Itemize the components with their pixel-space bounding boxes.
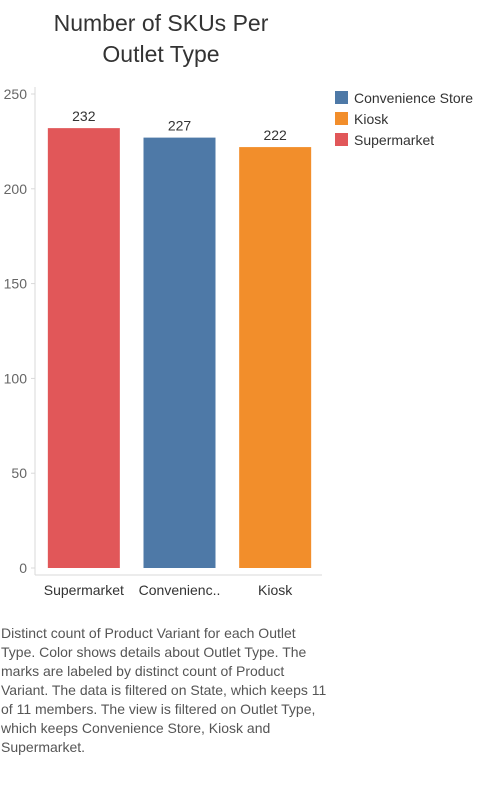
y-tick-label: 0 <box>19 560 27 576</box>
chart-caption: Distinct count of Product Variant for ea… <box>1 625 327 755</box>
data-label: 222 <box>263 127 287 143</box>
legend: Convenience Store Kiosk Supermarket <box>335 87 473 150</box>
legend-swatch <box>335 91 348 104</box>
bar-chart: 0 50 100 150 200 250 232 Supermarket 227 Convenie… <box>4 86 322 598</box>
x-tick-label: Convenienc.. <box>139 582 221 598</box>
x-tick-label: Supermarket <box>44 582 124 598</box>
bar <box>47 128 120 569</box>
legend-item-convenience-store[interactable]: Convenience Store <box>335 87 473 108</box>
legend-swatch <box>335 133 348 146</box>
chart-title: Number of SKUs Per Outlet Type <box>0 8 322 70</box>
bar <box>143 137 216 568</box>
y-tick-label: 250 <box>4 86 28 102</box>
y-tick-label: 200 <box>4 181 28 197</box>
legend-label: Supermarket <box>354 131 435 148</box>
data-label: 227 <box>168 118 192 134</box>
chart-title-line-2: Outlet Type <box>102 41 220 67</box>
legend-item-kiosk[interactable]: Kiosk <box>335 108 473 129</box>
chart-title-line-1: Number of SKUs Per <box>53 10 269 36</box>
y-tick-label: 50 <box>11 465 27 481</box>
legend-label: Kiosk <box>354 110 389 127</box>
x-tick-label: Kiosk <box>258 582 293 598</box>
legend-swatch <box>335 112 348 125</box>
y-tick-label: 150 <box>4 276 28 292</box>
legend-item-supermarket[interactable]: Supermarket <box>335 129 473 150</box>
y-tick-label: 100 <box>4 370 28 386</box>
bar <box>239 147 312 568</box>
legend-label: Convenience Store <box>354 89 474 106</box>
data-label: 232 <box>72 108 96 124</box>
